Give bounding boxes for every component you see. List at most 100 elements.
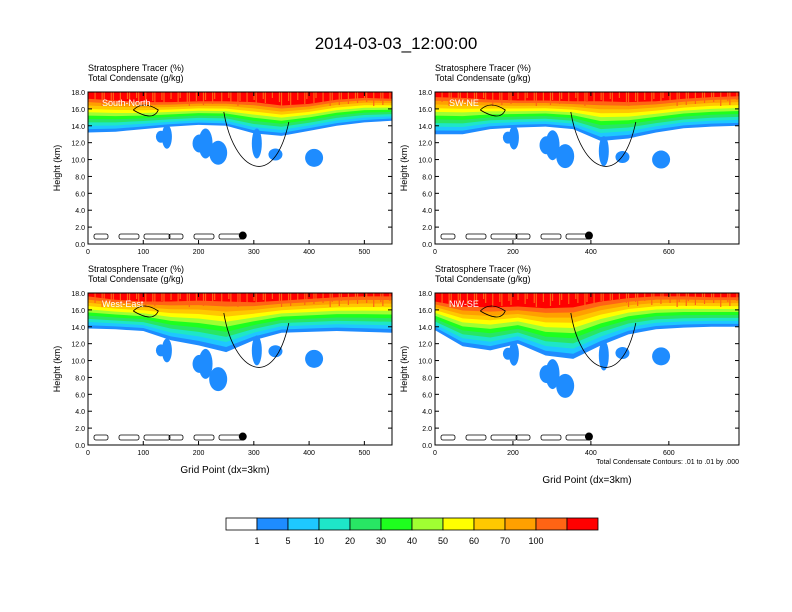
- condensate-contour-low: [118, 434, 140, 441]
- tracer-patch: [652, 150, 671, 169]
- x-tick-label: 400: [303, 249, 315, 256]
- colorbar-label: 60: [469, 536, 479, 546]
- panel-sw-ne: Stratosphere Tracer (%)Total Condensate …: [399, 63, 740, 256]
- condensate-contour-anvil: [479, 104, 506, 117]
- x-tick-label: 0: [433, 450, 437, 457]
- x-tick-label: 200: [507, 249, 519, 256]
- y-tick-label: 10.0: [418, 158, 432, 165]
- y-tick-label: 10.0: [71, 158, 85, 165]
- colorbar-label: 5: [285, 536, 290, 546]
- y-tick-label: 16.0: [71, 107, 85, 114]
- tracer-patch: [209, 140, 228, 165]
- x-tick-label: 500: [359, 450, 371, 457]
- x-tick-label: 0: [433, 249, 437, 256]
- colorbar-box: [225, 517, 258, 531]
- panel-nw-se: Stratosphere Tracer (%)Total Condensate …: [399, 264, 740, 457]
- location-marker: [238, 432, 247, 441]
- x-tick-label: 200: [507, 450, 519, 457]
- colorbar-label: 50: [438, 536, 448, 546]
- y-tick-label: 12.0: [418, 342, 432, 349]
- y-tick-label: 16.0: [418, 107, 432, 114]
- colorbar-box: [442, 517, 475, 531]
- x-tick-label: 400: [303, 450, 315, 457]
- condensate-contour-low: [93, 434, 109, 441]
- condensate-contours: [440, 104, 637, 240]
- x-tick-label: 100: [137, 450, 149, 457]
- condensate-contour-low: [515, 233, 531, 240]
- ylabel: Height (km): [399, 346, 409, 393]
- condensate-contours: [93, 305, 290, 441]
- colorbar-box: [287, 517, 320, 531]
- panel-label: NW-SE: [449, 299, 479, 309]
- tracer-patch: [556, 144, 575, 169]
- location-marker: [238, 231, 247, 240]
- condensate-contour-anvil: [132, 305, 159, 318]
- x-tick-label: 600: [663, 450, 675, 457]
- condensate-contour-low: [465, 434, 487, 441]
- y-tick-label: 12.0: [71, 342, 85, 349]
- x-tick-label: 100: [137, 249, 149, 256]
- y-tick-label: 10.0: [71, 359, 85, 366]
- x-tick-label: 400: [585, 450, 597, 457]
- y-tick-label: 16.0: [418, 308, 432, 315]
- colorbar-label: 70: [500, 536, 510, 546]
- ylabel: Height (km): [399, 145, 409, 192]
- tracer-patch: [615, 346, 630, 359]
- condensate-contour-column: [223, 312, 290, 368]
- tracer-patch: [652, 347, 671, 366]
- condensate-contours: [440, 305, 637, 441]
- colorbar-box: [318, 517, 351, 531]
- condensate-contour-low: [168, 233, 184, 240]
- y-tick-label: 0.0: [75, 443, 85, 450]
- panel-string-condensate: Total Condensate (g/kg): [435, 274, 531, 284]
- y-tick-label: 12.0: [71, 141, 85, 148]
- condensate-contour-low: [490, 434, 518, 441]
- y-tick-label: 4.0: [75, 409, 85, 416]
- condensate-contour-low: [118, 233, 140, 240]
- tracer-patch: [251, 335, 262, 366]
- panel-string-condensate: Total Condensate (g/kg): [435, 73, 531, 83]
- condensate-contour-low: [193, 233, 215, 240]
- condensate-contour-low: [143, 233, 171, 240]
- tracer-patch: [556, 373, 575, 398]
- tracer-patch: [268, 345, 283, 358]
- condensate-contour-low: [168, 434, 184, 441]
- tracer-patch: [598, 136, 609, 167]
- x-tick-label: 400: [585, 249, 597, 256]
- tracer-patch: [251, 128, 262, 159]
- panels: Stratosphere Tracer (%)Total Condensate …: [52, 63, 740, 457]
- tracer-patch: [198, 128, 213, 159]
- x-tick-label: 200: [193, 450, 205, 457]
- y-tick-label: 4.0: [75, 208, 85, 215]
- x-tick-label: 500: [359, 249, 371, 256]
- tracer-patch: [305, 148, 324, 167]
- colorbar-box: [473, 517, 506, 531]
- panel-south-north: Stratosphere Tracer (%)Total Condensate …: [52, 63, 393, 256]
- tracer-patch: [161, 124, 172, 149]
- tracer-patch: [198, 348, 213, 379]
- panel-string-condensate: Total Condensate (g/kg): [88, 73, 184, 83]
- y-tick-label: 8.0: [75, 375, 85, 382]
- panel-string-tracer: Stratosphere Tracer (%): [88, 63, 184, 73]
- panel-string-condensate: Total Condensate (g/kg): [88, 274, 184, 284]
- y-tick-label: 18.0: [418, 90, 432, 97]
- ylabel: Height (km): [52, 346, 62, 393]
- x-tick-label: 600: [663, 249, 675, 256]
- tracer-patch: [508, 125, 519, 150]
- colorbar-label: 1: [254, 536, 259, 546]
- contour-note: Total Condensate Contours: .01 to .01 by…: [596, 459, 739, 466]
- condensate-contour-low: [93, 233, 109, 240]
- y-tick-label: 18.0: [71, 291, 85, 298]
- y-tick-label: 18.0: [418, 291, 432, 298]
- tracer-patch: [161, 338, 172, 363]
- condensate-contour-column: [223, 111, 290, 167]
- y-tick-label: 8.0: [422, 375, 432, 382]
- y-tick-label: 8.0: [422, 174, 432, 181]
- panel-frame: [434, 292, 740, 446]
- ylabel: Height (km): [52, 145, 62, 192]
- tracer-field: [435, 293, 739, 398]
- y-tick-label: 6.0: [75, 191, 85, 198]
- x-tick-label: 300: [248, 450, 260, 457]
- y-tick-label: 2.0: [422, 225, 432, 232]
